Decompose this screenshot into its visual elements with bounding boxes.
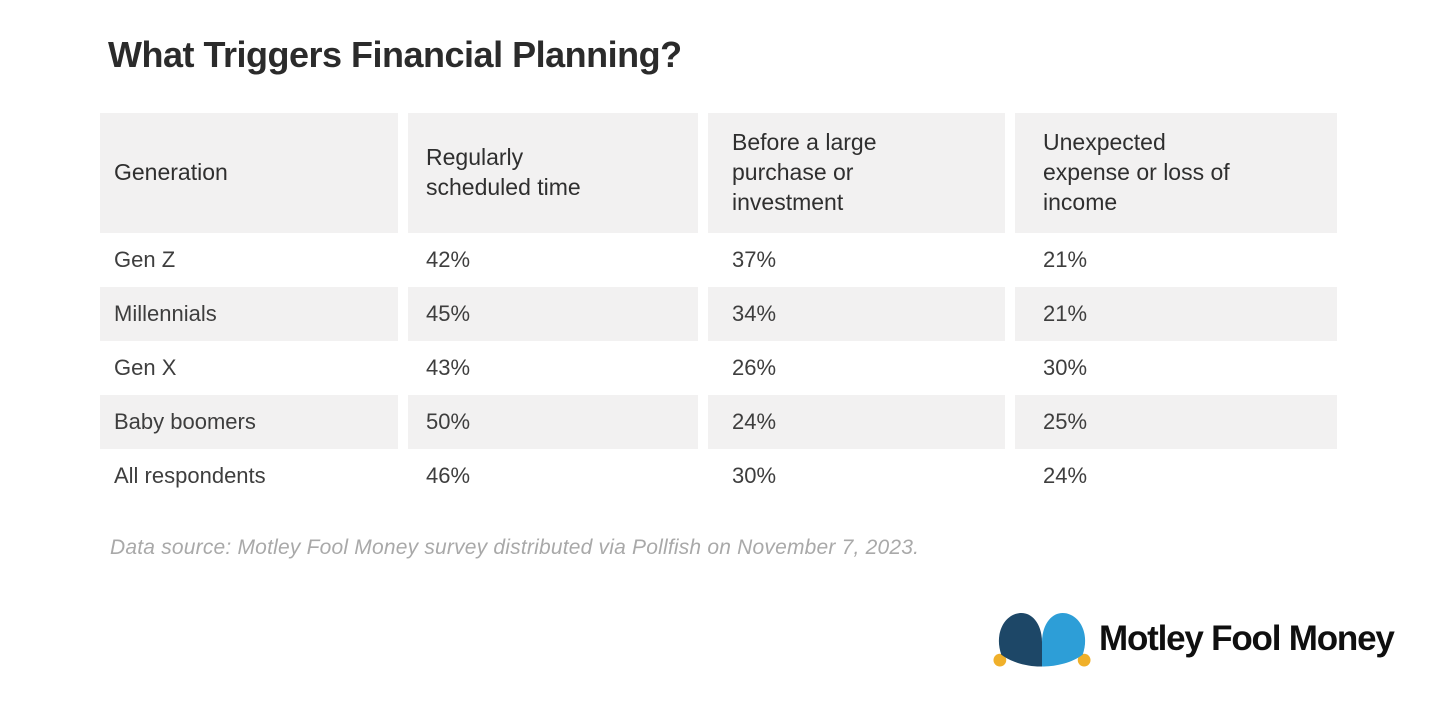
value-cell: 21% — [1043, 247, 1088, 272]
value-cell: 24% — [1043, 463, 1088, 488]
value-cell: 42% — [426, 247, 471, 272]
value-cell: 46% — [426, 463, 471, 488]
column-header-generation: Generation — [100, 113, 398, 233]
value-cell: 30% — [732, 463, 777, 488]
value-cell: 26% — [732, 355, 777, 380]
value-cell: 45% — [408, 287, 698, 341]
value-cell: 34% — [708, 287, 1005, 341]
value-cell: 43% — [426, 355, 471, 380]
table-header-row: Generation Regularly scheduled time Befo… — [100, 113, 1337, 233]
value-cell: 30% — [1043, 355, 1088, 380]
logo-text: Motley Fool Money — [1099, 619, 1395, 658]
row-label: All respondents — [114, 463, 266, 488]
column-header-unexpected-expense: Unexpected expense or loss of income — [1015, 113, 1337, 233]
row-label: Gen X — [114, 355, 177, 380]
table-row-all-respondents: All respondents 46% 30% 24% — [100, 449, 1337, 503]
financial-planning-table: Generation Regularly scheduled time Befo… — [100, 113, 1337, 503]
table-row-gen-x: Gen X 43% 26% 30% — [100, 341, 1337, 395]
table-body: Gen Z 42% 37% 21% Millennials 45% 34% 21… — [100, 233, 1337, 503]
row-label: Gen Z — [114, 247, 176, 272]
table-row-baby-boomers: Baby boomers 50% 24% 25% — [100, 395, 1337, 449]
table-row-millennials: Millennials 45% 34% 21% — [100, 287, 1337, 341]
column-header-before-purchase: Before a large purchase or investment — [708, 113, 1005, 233]
table-header: Generation Regularly scheduled time Befo… — [100, 113, 1337, 233]
value-cell: 37% — [732, 247, 777, 272]
page-title: What Triggers Financial Planning? — [108, 34, 682, 75]
value-cell: 24% — [708, 395, 1005, 449]
column-header-regularly-scheduled: Regularly scheduled time — [408, 113, 698, 233]
data-source-note: Data source: Motley Fool Money survey di… — [110, 536, 920, 559]
table-row-gen-z: Gen Z 42% 37% 21% — [100, 233, 1337, 287]
value-cell: 21% — [1015, 287, 1337, 341]
value-cell: 50% — [408, 395, 698, 449]
jester-hat-icon — [993, 613, 1091, 667]
value-cell: 25% — [1015, 395, 1337, 449]
row-label: Millennials — [100, 287, 398, 341]
row-label: Baby boomers — [100, 395, 398, 449]
motley-fool-money-logo: Motley Fool Money — [993, 604, 1395, 674]
